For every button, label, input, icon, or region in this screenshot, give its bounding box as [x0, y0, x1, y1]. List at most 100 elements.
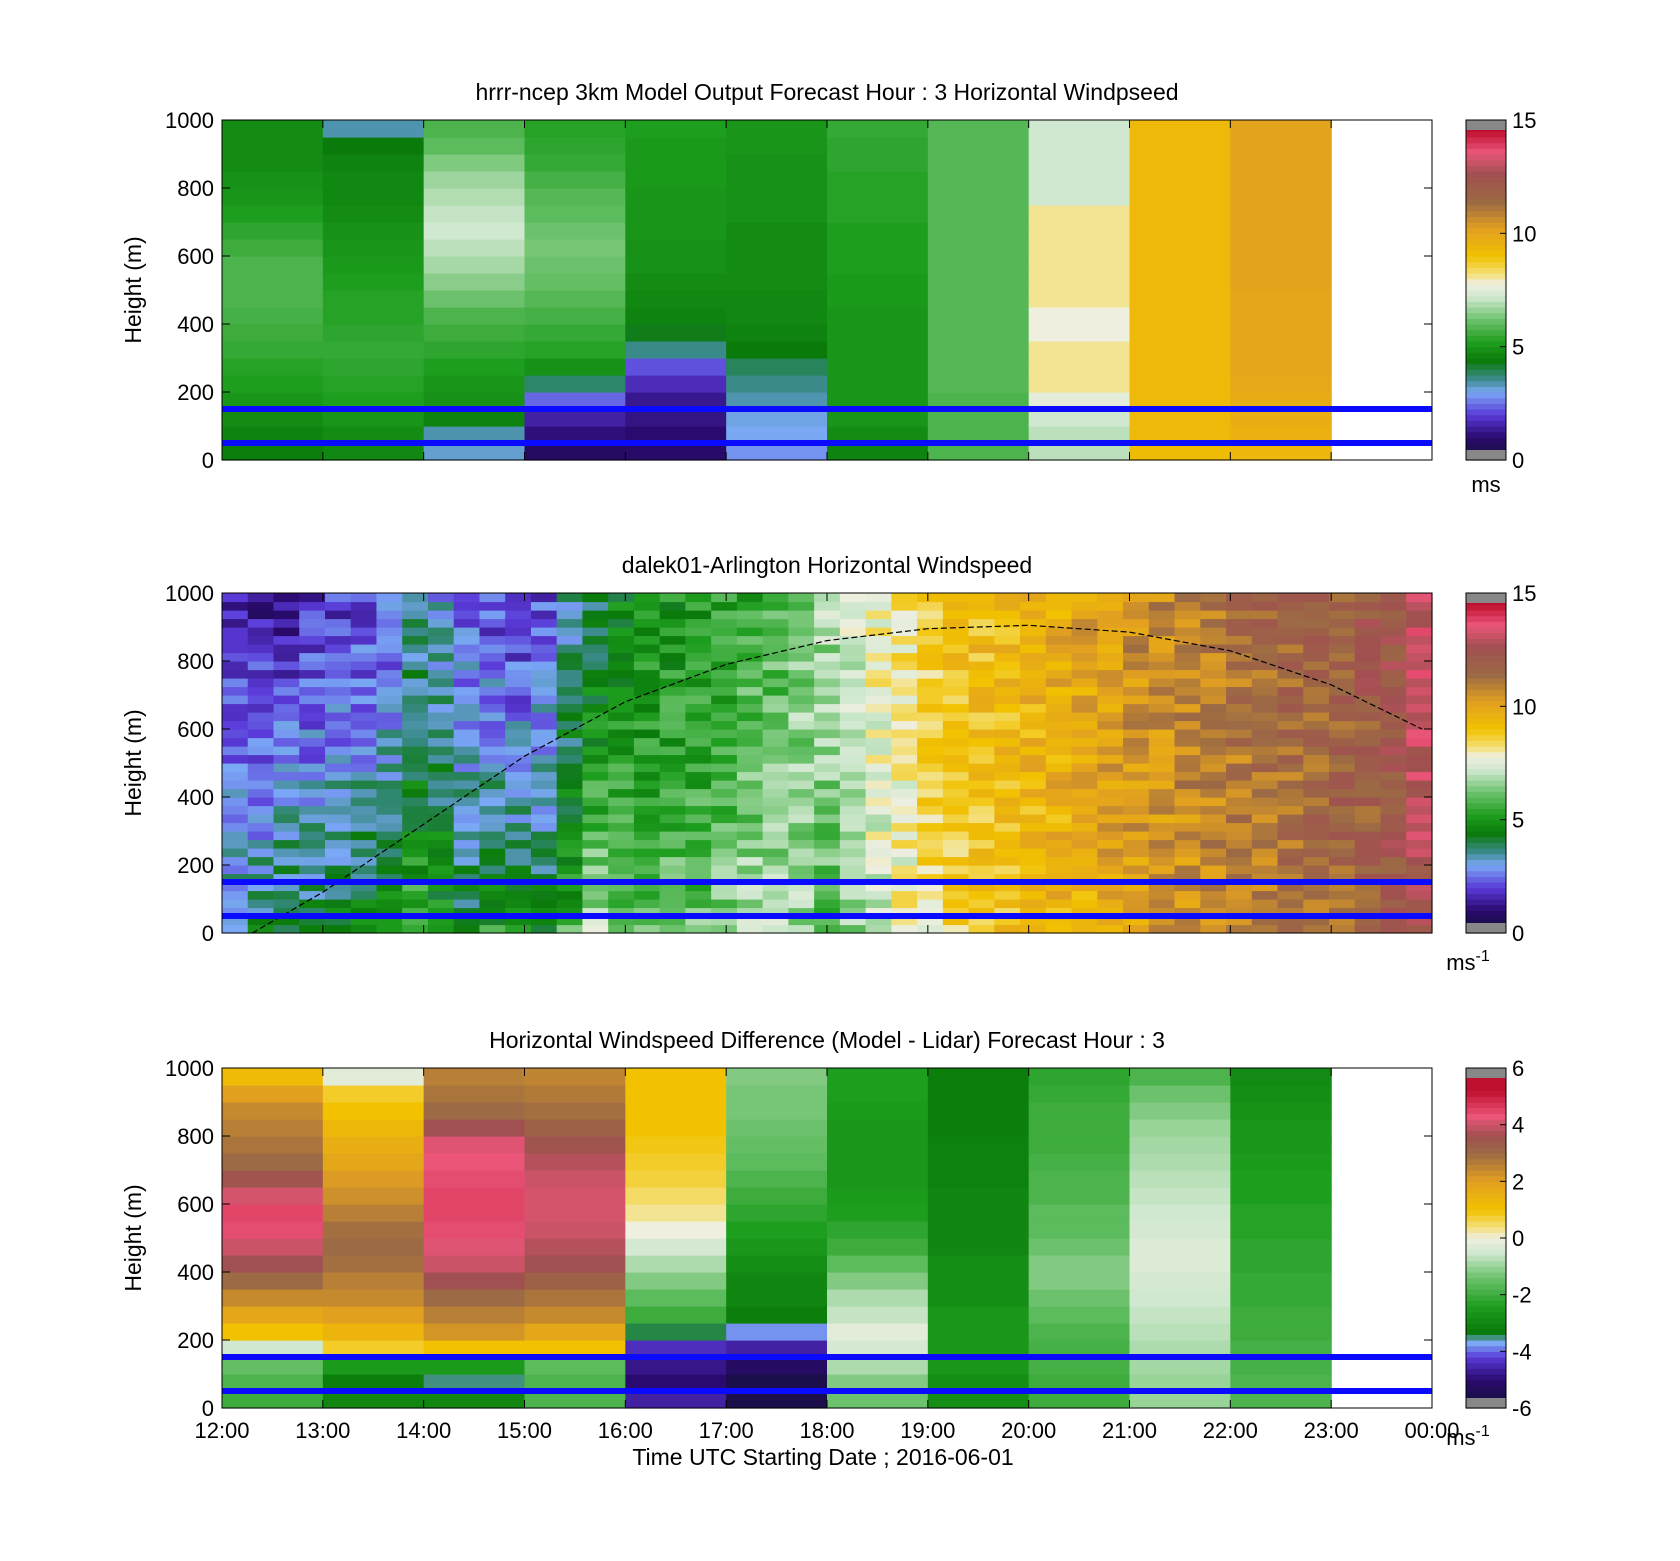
heatmap-cell: [1020, 780, 1046, 789]
heatmap-cell: [273, 780, 299, 789]
heatmap-cell: [1149, 891, 1175, 900]
heatmap-cell: [248, 763, 274, 772]
heatmap-cell: [557, 695, 583, 704]
colorbar-swatch: [1466, 245, 1506, 251]
heatmap-cell: [222, 619, 248, 628]
heatmap-cell: [531, 610, 557, 619]
heatmap-cell: [994, 738, 1020, 747]
heatmap-cell: [1278, 857, 1304, 866]
heatmap-cell: [866, 925, 892, 934]
heatmap-cell: [1303, 661, 1329, 670]
heatmap-cell: [866, 670, 892, 679]
heatmap-cell: [222, 925, 248, 934]
colorbar-swatch: [1466, 1334, 1506, 1340]
heatmap-cell: [454, 610, 480, 619]
heatmap-cell: [1175, 653, 1201, 662]
heatmap-cell: [1230, 358, 1331, 376]
heatmap-cell: [1406, 857, 1432, 866]
heatmap-cell: [222, 188, 323, 206]
heatmap-cell: [1130, 1272, 1231, 1290]
heatmap-cell: [424, 239, 525, 257]
heatmap-cell: [402, 661, 428, 670]
heatmap-cell: [428, 627, 454, 636]
heatmap-cell: [1252, 627, 1278, 636]
heatmap-cell: [525, 1221, 626, 1239]
heatmap-cell: [1200, 636, 1226, 645]
heatmap-cell: [685, 814, 711, 823]
x-tick-label: 22:00: [1203, 1418, 1258, 1443]
heatmap-cell: [891, 619, 917, 628]
heatmap-cell: [525, 1238, 626, 1256]
heatmap-cell: [827, 1204, 928, 1222]
heatmap-cell: [525, 341, 626, 359]
heatmap-cell: [1130, 1119, 1231, 1137]
heatmap-cell: [737, 763, 763, 772]
heatmap-cell: [454, 840, 480, 849]
heatmap-cell: [660, 712, 686, 721]
heatmap-cell: [840, 687, 866, 696]
heatmap-cell: [943, 644, 969, 653]
heatmap-cell: [1123, 814, 1149, 823]
heatmap-cell: [1200, 721, 1226, 730]
heatmap-cell: [273, 610, 299, 619]
heatmap-cell: [248, 610, 274, 619]
heatmap-cell: [222, 840, 248, 849]
heatmap-cell: [1046, 593, 1072, 602]
heatmap-cell: [1149, 763, 1175, 772]
heatmap-cell: [1029, 137, 1130, 155]
heatmap-cell: [788, 704, 814, 713]
heatmap-cell: [726, 1136, 827, 1154]
heatmap-cell: [1303, 840, 1329, 849]
heatmap-cell: [351, 687, 377, 696]
heatmap-cell: [1200, 593, 1226, 602]
colorbar-tick-label: 4: [1512, 1113, 1524, 1138]
heatmap-cell: [582, 899, 608, 908]
heatmap-cell: [866, 840, 892, 849]
heatmap-cell: [273, 848, 299, 857]
heatmap-cell: [1278, 695, 1304, 704]
heatmap-cell: [1303, 814, 1329, 823]
heatmap-cell: [685, 593, 711, 602]
heatmap-cell: [1046, 644, 1072, 653]
heatmap-cell: [376, 848, 402, 857]
heatmap-cell: [1406, 678, 1432, 687]
heatmap-cell: [814, 644, 840, 653]
colorbar-swatch: [1466, 1363, 1506, 1369]
x-tick-label: 15:00: [497, 1418, 552, 1443]
colorbar-swatch: [1466, 392, 1506, 398]
heatmap-cell: [1123, 848, 1149, 857]
heatmap-cell: [557, 772, 583, 781]
y-tick-label: 600: [177, 244, 214, 269]
heatmap-cell: [1046, 848, 1072, 857]
heatmap-cell: [299, 814, 325, 823]
heatmap-cell: [1020, 865, 1046, 874]
heatmap-cell: [1252, 738, 1278, 747]
heatmap-cell: [1381, 619, 1407, 628]
heatmap-cell: [525, 1306, 626, 1324]
heatmap-cell: [1230, 375, 1331, 393]
heatmap-cell: [608, 687, 634, 696]
heatmap-cell: [763, 857, 789, 866]
heatmap-cell: [557, 848, 583, 857]
heatmap-cell: [891, 789, 917, 798]
heatmap-cell: [994, 670, 1020, 679]
heatmap-cell: [1381, 763, 1407, 772]
heatmap-cell: [454, 661, 480, 670]
heatmap-cell: [1381, 661, 1407, 670]
heatmap-cell: [1406, 746, 1432, 755]
colorbar-swatch: [1466, 1272, 1506, 1278]
heatmap-cell: [222, 729, 248, 738]
heatmap-cell: [1200, 738, 1226, 747]
heatmap-cell: [737, 610, 763, 619]
heatmap-cell: [1149, 678, 1175, 687]
heatmap-cell: [827, 222, 928, 240]
heatmap-cell: [840, 704, 866, 713]
heatmap-cell: [711, 797, 737, 806]
heatmap-cell: [1381, 636, 1407, 645]
heatmap-cell: [351, 891, 377, 900]
heatmap-cell: [479, 602, 505, 611]
heatmap-cell: [726, 1306, 827, 1324]
heatmap-cell: [1278, 627, 1304, 636]
heatmap-cell: [1252, 814, 1278, 823]
heatmap-cell: [351, 619, 377, 628]
